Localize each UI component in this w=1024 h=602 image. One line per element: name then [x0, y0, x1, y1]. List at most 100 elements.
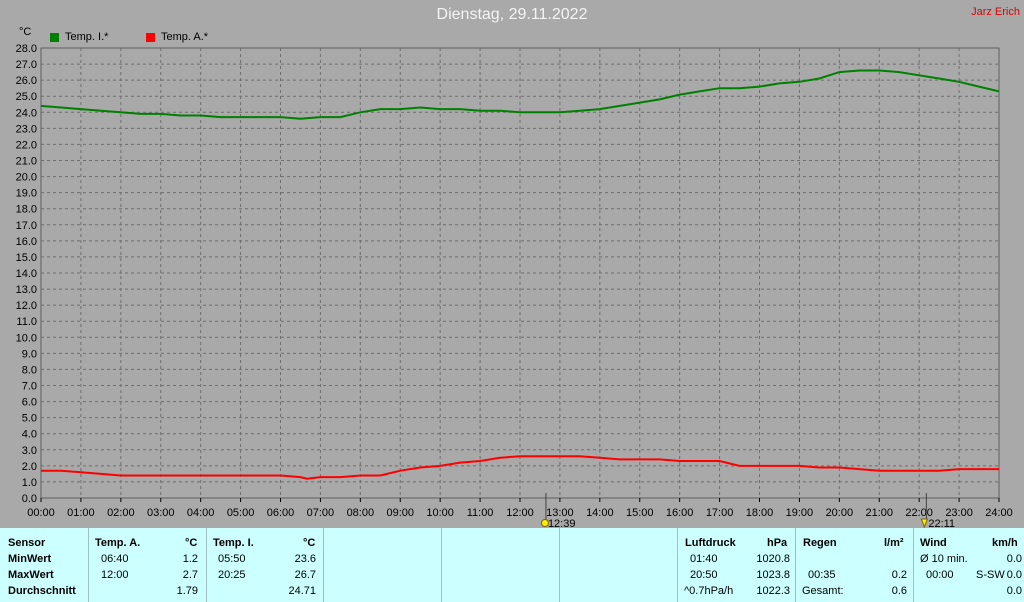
chart-title: Dienstag, 29.11.2022 — [436, 6, 588, 23]
y-tick-label: 28.0 — [16, 43, 37, 55]
row-label-min: MinWert — [8, 553, 52, 565]
pressure-unit: hPa — [767, 537, 788, 549]
y-tick-label: 8.0 — [22, 364, 37, 376]
y-tick-label: 13.0 — [16, 284, 37, 296]
rain-max: 0.2 — [891, 569, 907, 581]
x-tick-label: 09:00 — [386, 507, 414, 519]
y-tick-label: 14.0 — [16, 268, 37, 280]
column-divider — [88, 528, 89, 602]
x-tick-label: 10:00 — [426, 507, 454, 519]
x-tick-label: 18:00 — [746, 507, 774, 519]
column-divider — [441, 528, 442, 602]
x-tick-label: 16:00 — [666, 507, 694, 519]
y-tick-label: 9.0 — [22, 348, 37, 360]
row-label-avg: Durchschnitt — [8, 585, 76, 597]
temp-a-max: 2.7 — [182, 569, 198, 581]
pressure-trend: ^0.7hPa/h — [684, 585, 734, 597]
legend-label: Temp. A.* — [161, 31, 209, 43]
y-tick-label: 20.0 — [16, 172, 37, 184]
series-line-temp-i — [40, 69, 1000, 120]
y-tick-label: 12.0 — [16, 300, 37, 312]
legend-label: Temp. I.* — [65, 31, 109, 43]
temp-i-avg: 24.71 — [288, 585, 316, 597]
y-tick-label: 26.0 — [16, 75, 37, 87]
sun-icon — [540, 519, 549, 527]
pressure-min: 1020.8 — [756, 553, 790, 565]
temp-a-min-time: 06:40 — [101, 553, 129, 565]
x-tick-label: 15:00 — [626, 507, 654, 519]
x-tick-label: 02:00 — [107, 507, 135, 519]
y-tick-label: 6.0 — [22, 397, 37, 409]
x-tick-label: 06:00 — [267, 507, 295, 519]
column-divider — [677, 528, 678, 602]
column-divider — [206, 528, 207, 602]
y-tick-label: 21.0 — [16, 156, 37, 168]
temp-i-max-time: 20:25 — [218, 569, 246, 581]
legend-item-temp-i: Temp. I.* — [50, 31, 108, 43]
y-tick-label: 25.0 — [16, 91, 37, 103]
x-tick-label: 03:00 — [147, 507, 175, 519]
x-tick-label: 17:00 — [706, 507, 734, 519]
x-tick-label: 05:00 — [227, 507, 255, 519]
x-tick-label: 04:00 — [187, 507, 215, 519]
x-tick-label: 01:00 — [67, 507, 95, 519]
y-tick-label: 16.0 — [16, 236, 37, 248]
wind-direction: S-SW — [976, 569, 1005, 581]
temp-a-header: Temp. A. — [95, 537, 141, 549]
column-divider — [913, 528, 914, 602]
x-tick-label: 11:00 — [467, 507, 494, 519]
x-tick-label: 20:00 — [826, 507, 854, 519]
moon-time-label: 22:11 — [928, 518, 955, 528]
y-tick-label: 10.0 — [16, 332, 37, 344]
column-divider — [323, 528, 324, 602]
x-tick-label: 07:00 — [307, 507, 335, 519]
temp-i-min-time: 05:50 — [218, 553, 246, 565]
temp-a-max-time: 12:00 — [101, 569, 129, 581]
y-tick-label: 23.0 — [16, 123, 37, 135]
column-divider — [559, 528, 560, 602]
pressure-header: Luftdruck — [685, 537, 736, 549]
temp-a-avg: 1.79 — [176, 585, 198, 597]
x-tick-label: 23:00 — [945, 507, 973, 519]
y-tick-label: 1.0 — [22, 477, 37, 489]
x-tick-label: 21:00 — [865, 507, 893, 519]
pressure-max: 1023.8 — [756, 569, 790, 581]
x-tick-label: 13:00 — [546, 507, 574, 519]
wind-header: Wind — [920, 537, 947, 549]
y-tick-label: 18.0 — [16, 204, 37, 216]
y-tick-label: 4.0 — [22, 429, 37, 441]
y-tick-label: 24.0 — [16, 107, 37, 119]
stats-table: Sensor MinWert MaxWert Durchschnitt Temp… — [0, 528, 1024, 602]
wind-max: 0.0 — [1006, 569, 1022, 581]
sensor-header: Sensor — [8, 537, 46, 549]
temperature-line-chart: 0.0 1.0 2.0 3.0 4.0 5.0 6.0 7.0 8.0 9.0 10.0 11.0 12… — [16, 43, 1013, 528]
rain-total-label: Gesamt: — [802, 585, 844, 597]
rain-total: 0.6 — [891, 585, 907, 597]
wind-avg: 0.0 — [1006, 553, 1022, 565]
y-tick-label: 3.0 — [22, 445, 37, 457]
x-tick-label: 08:00 — [347, 507, 375, 519]
x-tick-label: 19:00 — [786, 507, 814, 519]
rain-header: Regen — [803, 537, 837, 549]
y-tick-label: 19.0 — [16, 188, 37, 200]
y-tick-label: 2.0 — [22, 461, 37, 473]
y-tick-label: 7.0 — [22, 381, 37, 393]
pressure-min-time: 01:40 — [690, 553, 718, 565]
temp-i-max: 26.7 — [294, 569, 316, 581]
rain-max-time: 00:35 — [808, 569, 836, 581]
temp-i-header: Temp. I. — [213, 537, 254, 549]
temp-a-min: 1.2 — [182, 553, 198, 565]
wind-avg-label: Ø 10 min. — [920, 553, 968, 565]
y-tick-label: 22.0 — [16, 139, 37, 151]
row-label-max: MaxWert — [8, 569, 54, 581]
y-tick-label: 27.0 — [16, 59, 37, 71]
x-tick-label: 24:00 — [985, 507, 1013, 519]
rain-unit: l/m² — [884, 537, 904, 549]
legend-swatch — [50, 32, 59, 42]
column-divider — [795, 528, 796, 602]
temp-i-unit: °C — [303, 537, 316, 549]
pressure-max-time: 20:50 — [690, 569, 718, 581]
y-tick-label: 0.0 — [22, 493, 37, 505]
wind-unit: km/h — [992, 537, 1018, 549]
y-tick-label: 15.0 — [16, 252, 37, 264]
